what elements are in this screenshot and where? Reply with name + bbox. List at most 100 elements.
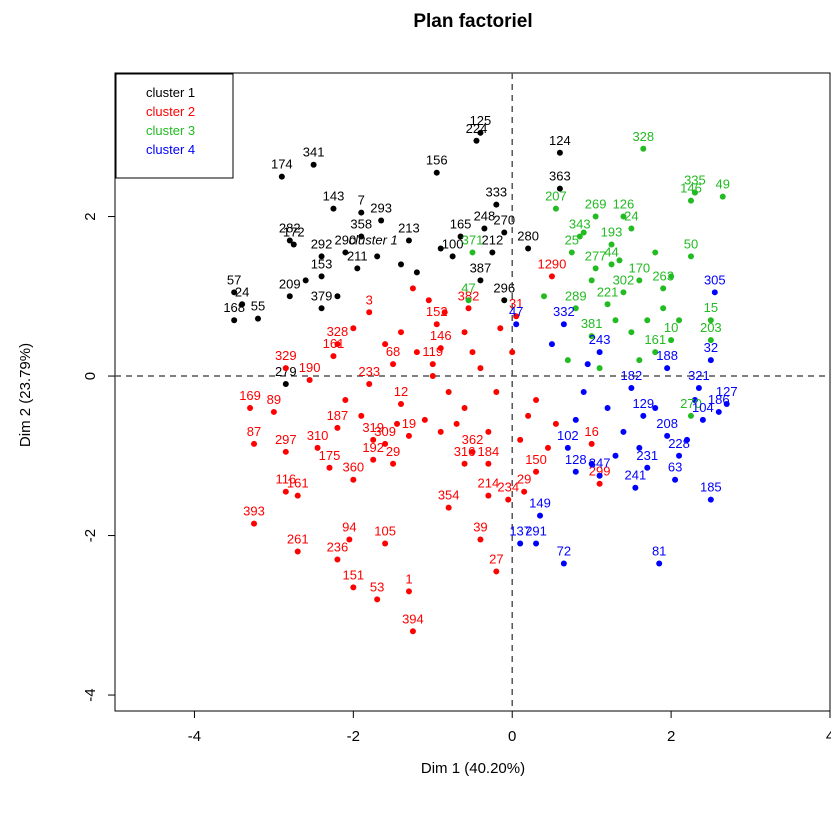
data-point <box>485 428 492 435</box>
data-point <box>707 496 714 503</box>
point-label: 47 <box>461 280 475 295</box>
data-point <box>306 377 313 384</box>
data-point <box>282 381 289 388</box>
data-point <box>560 321 567 328</box>
data-point <box>469 249 476 256</box>
data-point <box>509 349 516 356</box>
point-label: 221 <box>597 284 619 299</box>
point-label: 328 <box>632 129 654 144</box>
point-label: 363 <box>549 169 571 184</box>
data-point <box>334 341 341 348</box>
data-point <box>517 436 524 443</box>
point-label: 105 <box>374 524 396 539</box>
y-tick-label: 2 <box>82 212 99 220</box>
x-tick-label: -4 <box>188 728 201 745</box>
data-point <box>521 488 528 495</box>
data-point <box>691 396 698 403</box>
data-point <box>398 400 404 407</box>
point-label: 146 <box>430 328 452 343</box>
data-point <box>628 329 635 336</box>
point-label: 261 <box>287 532 309 547</box>
point-label: 341 <box>303 145 325 160</box>
data-point <box>330 205 337 212</box>
point-label: 149 <box>529 496 551 511</box>
point-label: 187 <box>327 408 349 423</box>
data-point <box>465 297 472 304</box>
point-label: 126 <box>613 197 635 212</box>
data-point <box>640 145 647 152</box>
data-point <box>588 333 595 340</box>
data-point <box>560 560 567 567</box>
data-point <box>409 285 416 292</box>
data-point <box>346 536 353 543</box>
point-label: 293 <box>370 201 392 216</box>
data-point <box>687 197 694 204</box>
data-point <box>255 315 261 322</box>
data-point <box>286 237 293 244</box>
point-label: 182 <box>621 368 643 383</box>
x-tick-label: 4 <box>826 728 831 745</box>
data-point <box>382 540 389 547</box>
data-point <box>517 540 524 547</box>
data-point <box>687 253 694 260</box>
point-label: 319 <box>362 420 384 435</box>
point-label: 332 <box>553 304 575 319</box>
data-point <box>501 229 508 236</box>
data-point <box>421 416 428 423</box>
x-tick-label: -2 <box>347 728 360 745</box>
point-label: 1 <box>405 571 412 586</box>
data-point <box>695 385 702 392</box>
point-label: 354 <box>438 488 460 503</box>
y-axis-label: Dim 2 (23.79%) <box>17 343 34 447</box>
data-point <box>584 361 591 368</box>
data-point <box>723 400 730 407</box>
plot-frame <box>114 72 831 712</box>
data-point <box>433 169 440 176</box>
point-label: 15 <box>704 300 718 315</box>
x-tick-label: 0 <box>508 728 516 745</box>
data-point <box>477 129 484 136</box>
data-point <box>413 349 420 356</box>
point-label: 309 <box>374 424 396 439</box>
point-label: 68 <box>386 344 400 359</box>
data-point <box>358 412 365 419</box>
point-label: 32 <box>704 340 718 355</box>
data-point <box>644 464 651 471</box>
data-point <box>636 357 643 364</box>
data-point <box>433 321 440 328</box>
data-point <box>493 201 500 208</box>
data-point <box>604 404 611 411</box>
x-tick-label: 2 <box>667 728 675 745</box>
point-label: 116 <box>275 472 296 487</box>
data-point <box>699 416 706 423</box>
data-point <box>652 404 659 411</box>
data-point <box>660 305 667 312</box>
point-label: 211 <box>347 248 368 263</box>
point-label: 100 <box>442 236 464 251</box>
data-point <box>334 556 341 563</box>
data-point <box>541 293 547 300</box>
data-point <box>719 193 726 200</box>
data-point <box>552 205 559 212</box>
data-point <box>620 289 627 296</box>
point-label: 333 <box>485 185 507 200</box>
legend-box <box>115 73 234 179</box>
data-point <box>592 213 599 220</box>
data-point <box>596 349 603 356</box>
data-point <box>672 476 679 483</box>
point-label: 104 <box>692 400 714 415</box>
chart-title: Plan factoriel <box>413 11 532 32</box>
point-label: 188 <box>656 348 678 363</box>
data-point <box>461 329 468 336</box>
point-label: 190 <box>299 360 321 375</box>
data-point <box>572 416 579 423</box>
point-label: 234 <box>497 480 519 495</box>
point-label: 10 <box>664 320 678 335</box>
point-label: 161 <box>644 332 666 347</box>
point-label: 174 <box>271 157 293 172</box>
data-point <box>469 448 476 455</box>
data-point <box>326 464 333 471</box>
point-label: 270 <box>680 396 702 411</box>
data-point <box>350 325 357 332</box>
point-label: 168 <box>223 300 245 315</box>
